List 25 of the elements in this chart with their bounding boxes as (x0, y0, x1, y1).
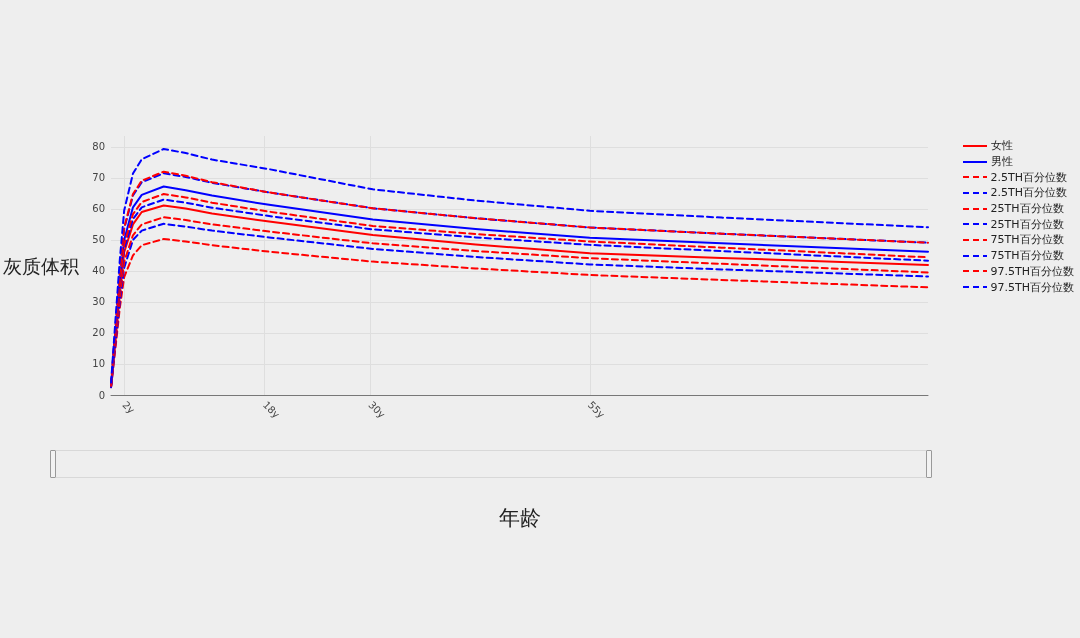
legend-label: 2.5TH百分位数 (990, 185, 1067, 201)
x-tick-label: 55y (585, 399, 607, 421)
x-tick-label: 2y (120, 399, 137, 416)
y-tick-label: 70 (92, 172, 105, 184)
legend-label: 97.5TH百分位数 (990, 279, 1074, 295)
x-tick-label: 18y (260, 399, 282, 421)
y-tick-label: 50 (92, 234, 105, 246)
y-tick-label: 80 (92, 141, 105, 153)
y-tick-label: 10 (92, 358, 105, 370)
legend-label: 25TH百分位数 (990, 216, 1064, 232)
legend-label: 75TH百分位数 (990, 248, 1064, 264)
legend-label: 75TH百分位数 (990, 232, 1064, 248)
y-tick-label: 30 (92, 296, 105, 308)
legend-label: 男性 (990, 154, 1013, 170)
y-axis-title: 灰质体积 (3, 254, 79, 277)
legend-label: 2.5TH百分位数 (990, 169, 1067, 185)
y-tick-label: 20 (92, 327, 105, 339)
legend-label: 女性 (990, 138, 1013, 154)
y-tick-label: 40 (92, 265, 105, 277)
x-tick-label: 30y (366, 399, 388, 421)
legend-label: 25TH百分位数 (990, 201, 1064, 217)
legend-label: 97.5TH百分位数 (990, 263, 1074, 279)
y-tick-label: 60 (92, 203, 105, 215)
x-axis-title: 年龄 (498, 505, 541, 530)
y-tick-label: 0 (98, 389, 105, 401)
